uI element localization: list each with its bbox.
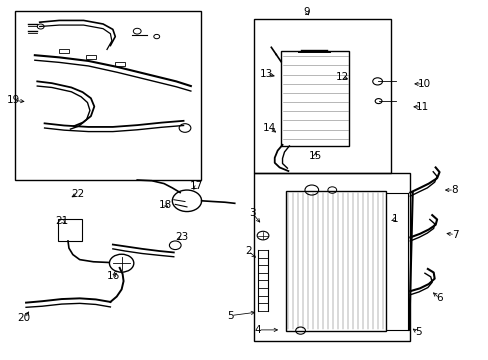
Text: 5: 5 [414,327,421,337]
Text: 3: 3 [248,208,255,218]
Text: 4: 4 [254,325,261,335]
Text: 1: 1 [390,215,397,224]
Text: 23: 23 [175,232,188,242]
Bar [254,19,390,173]
Text: 17: 17 [190,181,203,192]
Bar [254,173,409,341]
Text: 6: 6 [435,293,442,303]
Text: 7: 7 [451,230,458,239]
Text: 2: 2 [244,246,251,256]
Text: 11: 11 [414,102,428,112]
Bar [285,191,385,330]
Text: 5: 5 [227,311,234,320]
Bar [86,55,96,59]
Text: 13: 13 [259,69,272,79]
Text: 12: 12 [335,72,348,82]
Text: 22: 22 [71,189,84,199]
Text: 15: 15 [308,150,321,161]
Text: 21: 21 [56,216,69,226]
Text: 9: 9 [303,7,309,17]
Text: 20: 20 [18,313,31,323]
Bar [15,12,200,180]
Bar [58,219,81,241]
Bar [281,51,348,146]
Text: 19: 19 [7,95,20,105]
Text: 10: 10 [417,79,429,89]
Text: 16: 16 [107,271,120,281]
Text: 8: 8 [450,185,457,195]
Bar [115,62,125,66]
Bar [59,49,69,53]
Text: 14: 14 [263,123,276,133]
Text: 18: 18 [159,200,172,210]
